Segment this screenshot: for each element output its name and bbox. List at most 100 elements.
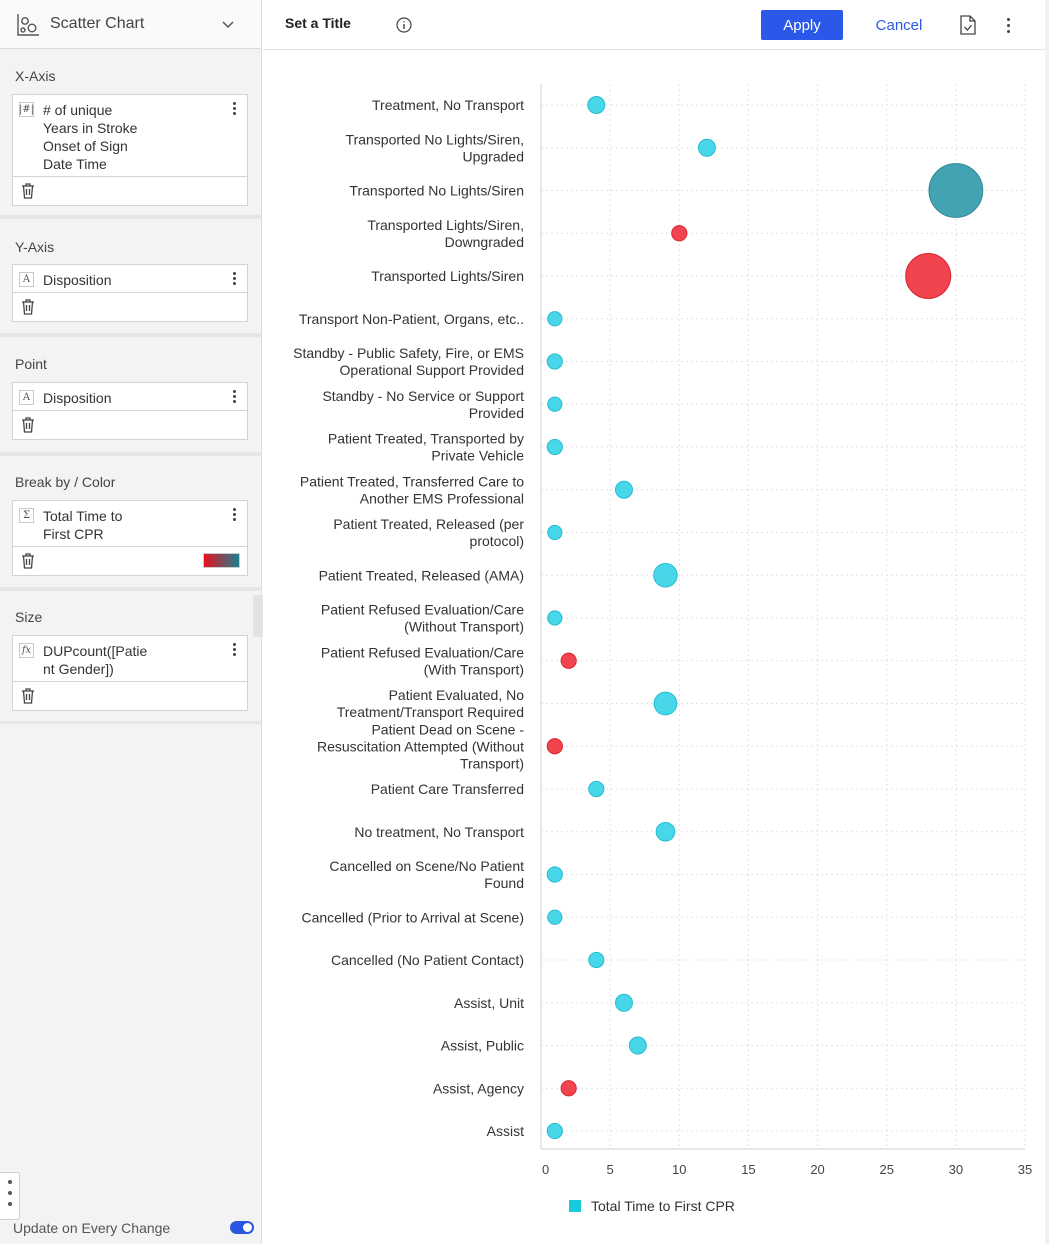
y-category-label: Patient Refused Evaluation/Care (With Tra… [321,644,524,677]
y-category-label: Patient Evaluated, No Treatment/Transport… [337,687,524,720]
y-category-label: Treatment, No Transport [372,97,524,113]
trash-icon[interactable] [21,299,35,315]
more-options-icon[interactable] [0,1172,20,1220]
scatter-chart: 0 5 10 15 20 25 30 35 Treatment, No Transport Tra… [293,84,1032,1214]
configuration-panel: Scatter Chart X-Axis |#| # of unique Yea… [0,0,263,1244]
export-file-icon[interactable] [959,15,977,35]
trash-icon[interactable] [21,553,35,569]
section-divider [0,721,261,724]
trash-icon[interactable] [21,688,35,704]
break-by-menu-icon[interactable] [229,507,239,523]
point-title: Point [15,356,47,372]
x-tick-label: 30 [949,1162,963,1177]
chart-type-label: Scatter Chart [50,15,145,32]
y-category-label: Standby - Public Safety, Fire, or EMS Ope… [293,345,524,378]
x-axis-field-card[interactable]: |#| # of unique Years in Stroke Onset of… [12,94,248,206]
y-axis-field-footer [13,292,247,321]
x-axis-menu-icon[interactable] [229,101,239,117]
y-category-label: Patient Treated, Released (AMA) [319,567,524,583]
cancel-button[interactable]: Cancel [861,10,937,40]
x-tick-label: 15 [741,1162,755,1177]
data-point [905,253,952,299]
data-point [546,353,563,370]
y-category-label: Patient Treated, Released (per protocol) [333,516,524,549]
legend-swatch [569,1200,581,1212]
size-title: Size [15,609,43,625]
apply-button[interactable]: Apply [761,10,843,40]
point-field-name: Disposition [43,390,112,406]
y-category-label: Patient Treated, Transported by Private V… [328,431,524,464]
data-point [546,866,563,883]
widget-title[interactable]: Set a Title [285,15,351,31]
point-field-card[interactable]: A Disposition [12,382,248,440]
collapse-panel-handle[interactable] [253,595,263,637]
chart-legend: Total Time to First CPR [569,1198,735,1214]
data-point [614,480,633,499]
info-icon[interactable] [396,17,412,33]
x-tick-label: 25 [879,1162,893,1177]
point-section: Point A Disposition [0,337,261,452]
y-category-label: Transported No Lights/Siren [349,183,524,199]
point-field-footer [13,410,247,439]
data-point [546,438,563,456]
y-category-label: Assist, Public [441,1038,524,1054]
data-point [614,993,633,1012]
section-divider [0,452,261,456]
widget-menu-icon[interactable] [1005,18,1011,34]
y-category-label: Patient Dead on Scene -Resuscitation Att… [317,721,524,771]
break-by-field-footer [13,546,247,575]
section-divider [0,333,261,337]
data-point [655,821,676,842]
size-field-name: DUPcount([Patie nt Gender]) [43,643,148,677]
chart-type-selector[interactable]: Scatter Chart [0,0,261,49]
y-category-label: Assist, Agency [433,1080,524,1096]
y-category-label: Cancelled (Prior to Arrival at Scene) [301,909,524,925]
y-axis-field-card[interactable]: A Disposition [12,264,248,322]
y-axis-menu-icon[interactable] [229,271,239,287]
data-point [928,163,984,218]
data-point [588,951,605,969]
legend-label: Total Time to First CPR [591,1198,735,1214]
data-point [546,1122,563,1140]
break-by-field-card[interactable]: Σ Total Time to First CPR [12,500,248,576]
x-axis-field-name: # of unique Years in Stroke Onset of Sig… [43,102,138,172]
sum-field-icon: Σ [19,508,34,523]
data-point [547,396,563,412]
x-tick-label: 5 [607,1162,614,1177]
y-category-label: Transport Non-Patient, Organs, etc.. [299,311,524,327]
y-axis-section: Y-Axis A Disposition [0,219,261,333]
x-axis-section: X-Axis |#| # of unique Years in Stroke O… [0,50,261,215]
y-category-label: Cancelled on Scene/No Patient Found [329,858,524,891]
y-category-label: Assist [487,1123,524,1139]
section-divider [0,215,261,219]
size-field-footer [13,681,247,710]
y-category-label: No treatment, No Transport [354,824,524,840]
color-gradient-swatch[interactable] [203,553,240,568]
data-point [546,738,563,755]
break-by-field-name: Total Time to First CPR [43,508,123,542]
size-section: Size fx DUPcount([Patie nt Gender]) [0,591,261,721]
y-category-label: Patient Care Transferred [371,781,524,797]
trash-icon[interactable] [21,417,35,433]
data-point [697,138,716,157]
data-point [628,1036,647,1055]
formula-field-icon: fx [19,643,34,658]
y-category-label: Patient Treated, Transferred Care to Anot… [300,473,524,506]
y-category-label: Assist, Unit [454,995,524,1011]
size-field-card[interactable]: fx DUPcount([Patie nt Gender]) [12,635,248,711]
numeric-field-icon: |#| [18,102,35,117]
y-axis-title: Y-Axis [15,239,55,255]
section-divider [0,587,261,591]
y-category-label: Cancelled (No Patient Contact) [331,952,524,968]
chevron-down-icon[interactable] [220,16,236,32]
x-tick-label: 0 [542,1162,549,1177]
update-on-change-label: Update on Every Change [13,1220,171,1236]
size-menu-icon[interactable] [229,642,239,658]
data-point [560,652,577,669]
point-menu-icon[interactable] [229,389,239,405]
trash-icon[interactable] [21,183,35,199]
data-point [547,311,563,327]
data-point [587,96,606,114]
data-point [560,1080,577,1097]
update-on-change-toggle[interactable] [230,1221,254,1234]
